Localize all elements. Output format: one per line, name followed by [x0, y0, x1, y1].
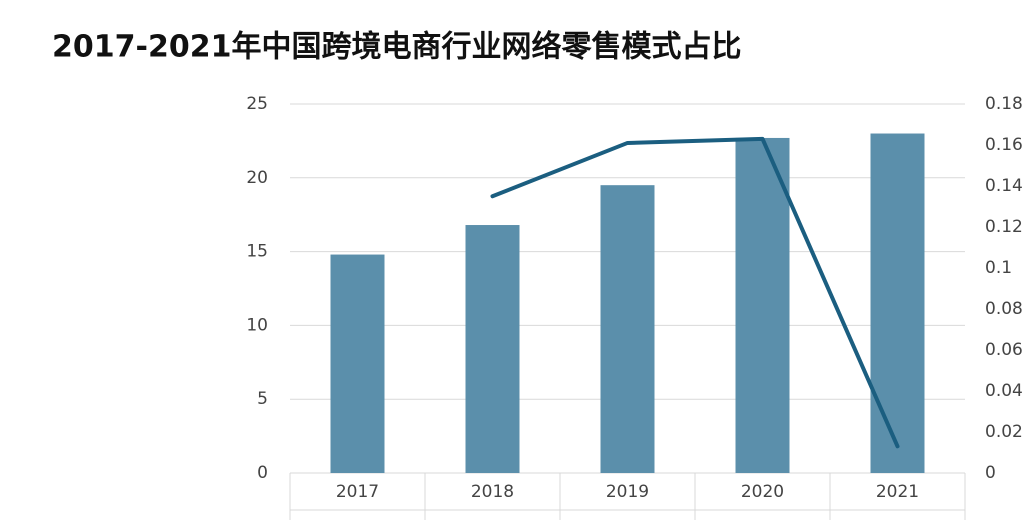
y-tick-label: 25 [246, 94, 268, 114]
bar [870, 133, 925, 473]
y2-tick-label: 0.06 [985, 340, 1023, 360]
x-tick-label: 2018 [471, 482, 514, 502]
y2-tick-label: 0.14 [985, 176, 1023, 196]
y2-tick-label: 0.08 [985, 299, 1023, 319]
y2-tick-label: 0.02 [985, 422, 1023, 442]
bar [600, 185, 655, 473]
y2-tick-label: 0.16 [985, 135, 1023, 155]
line [490, 136, 900, 449]
y2-tick-label: 0.12 [985, 217, 1023, 237]
y2-tick-label: 0.04 [985, 381, 1023, 401]
x-tick-label: 2017 [336, 482, 379, 502]
y-tick-label: 5 [257, 389, 268, 409]
x-tick-label: 2019 [606, 482, 649, 502]
y-tick-label: 10 [246, 315, 268, 335]
y-tick-label: 20 [246, 168, 268, 188]
y-tick-label: 15 [246, 242, 268, 262]
chart-title: 2017-2021年中国跨境电商行业网络零售模式占比 [52, 30, 741, 65]
y2-tick-label: 0.1 [985, 258, 1012, 278]
y2-tick-label: 0.18 [985, 94, 1023, 114]
x-tick-label: 2020 [741, 482, 784, 502]
bar [330, 254, 385, 473]
y-tick-label: 0 [257, 463, 268, 483]
x-tick-label: 2021 [876, 482, 919, 502]
bar [465, 225, 520, 473]
bar [735, 137, 790, 473]
y2-tick-label: 0 [985, 463, 996, 483]
